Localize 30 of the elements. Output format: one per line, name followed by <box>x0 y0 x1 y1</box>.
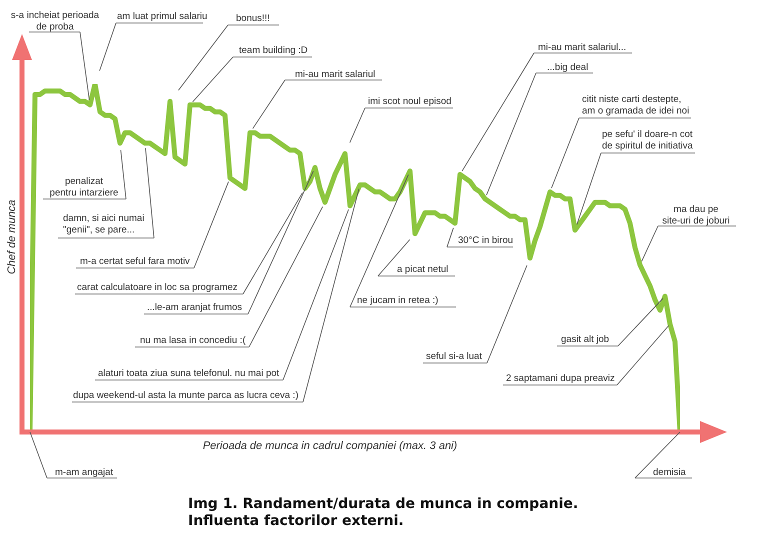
annotation: imi scot noul episod <box>368 96 452 107</box>
text: am luat primul salariu <box>117 11 208 22</box>
text: m-am angajat <box>55 467 114 478</box>
annotation: ne jucam in retea :) <box>357 295 438 306</box>
text: bonus!!! <box>236 13 270 24</box>
text: mi-au marit salariul... <box>538 42 626 53</box>
annotation: citit niste carti destepte, am o gramada de idei noi <box>582 94 690 116</box>
text: demisia <box>653 467 686 478</box>
annotation: ...le-am aranjat frumos <box>147 302 242 313</box>
annotation: 30°C in birou <box>458 235 514 246</box>
text: Img 1. Randament/durata de munca in companie. Influenta factorilor externi. <box>188 496 578 529</box>
annotation: ma dau pe site-uri de joburi <box>662 204 730 226</box>
annotation: gasit alt job <box>561 334 610 345</box>
annotation: nu ma lasa in concediu :( <box>140 335 246 346</box>
text: team building :D <box>239 45 308 56</box>
annotation: 2 saptamani dupa preaviz <box>506 373 616 384</box>
annotation: carat calculatoare in loc sa programez <box>77 282 238 293</box>
text: mi-au marit salariul <box>295 69 376 80</box>
y-axis-title: Chef de munca <box>6 200 18 274</box>
annotation: damn, si aici numai "genii", se pare... <box>63 213 144 236</box>
annotation: m-a certat seful fara motiv <box>80 256 190 267</box>
annotation: pe sefu' il doare-n cot de spiritul de initiativa <box>602 129 694 152</box>
annotation: a picat netul <box>397 264 448 275</box>
annotation: dupa weekend-ul asta la munte parca as lucra ceva :) <box>73 390 298 401</box>
text: s-a incheiat perioada de proba <box>10 10 100 32</box>
text: ...big deal <box>547 62 588 73</box>
annotation: alaturi toata ziua suna telefonul. nu mai pot <box>98 368 280 379</box>
annotation: seful si-a luat <box>426 351 482 362</box>
annotation: penalizat pentru intarziere <box>50 176 118 198</box>
x-axis-title: Perioada de munca in cadrul companiei (max. 3 ani) <box>202 440 458 452</box>
